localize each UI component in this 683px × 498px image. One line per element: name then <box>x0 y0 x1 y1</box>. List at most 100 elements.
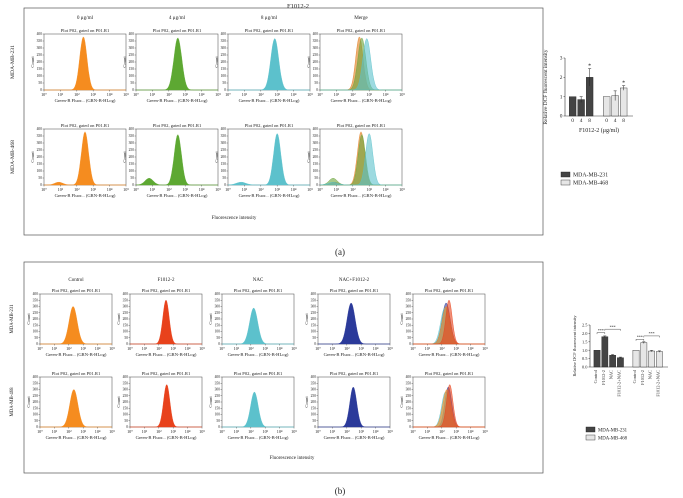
x-tick-label: 10¹ <box>234 429 240 434</box>
bar-0-3 <box>617 357 624 368</box>
histogram-plot-r1-c0: Plot P02, gated on P01.R1 0 50 100 150 200 250… <box>26 371 115 440</box>
x-tick-label: 10⁰ <box>410 346 416 351</box>
x-tick-label: 10¹ <box>58 92 64 97</box>
y-tick-label: 300 <box>406 388 412 392</box>
y-tick-label: 200 <box>33 400 39 404</box>
x-tick-label: 10¹ <box>330 346 336 351</box>
y-tick-label: 200 <box>129 60 135 64</box>
y-tick-label: 50 <box>314 81 318 85</box>
x-tick-label: 10⁵ <box>482 429 488 434</box>
y-tick-label: 350 <box>406 381 412 385</box>
significance-mark: * <box>622 81 625 87</box>
x-tick-label: 10² <box>166 187 172 192</box>
x-tick-label: 10³ <box>453 346 459 351</box>
y-tick-label: 350 <box>33 381 39 385</box>
histogram-curve <box>320 38 402 91</box>
y-tick-label: 200 <box>221 155 227 159</box>
x-tick-label: Control <box>632 369 637 383</box>
y-tick-label: 250 <box>129 148 135 152</box>
x-tick-label: 10⁴ <box>107 187 113 192</box>
y-tick-label: 400 <box>37 127 43 131</box>
y-tick-label: 350 <box>311 298 317 302</box>
histogram-curve <box>222 392 294 428</box>
panel-b-label: (b) <box>335 486 346 496</box>
y-tick-label: 300 <box>37 141 43 145</box>
histogram-curve <box>40 306 112 345</box>
x-tick-label: 10³ <box>274 92 280 97</box>
y-tick-label: 0 <box>409 425 411 429</box>
column-title: 4 μg/ml <box>169 15 186 21</box>
y-tick-label: 250 <box>313 148 319 152</box>
row-label: MDA-MB-468 <box>10 140 16 174</box>
y-tick-label: 1.0 <box>582 348 588 353</box>
x-tick-label: 10³ <box>274 187 280 192</box>
plot-title: Plot P02, gated on P01.R1 <box>142 371 191 377</box>
x-tick-label: 10⁴ <box>383 187 389 192</box>
y-tick-label: 150 <box>215 323 221 327</box>
y-axis-label: Count <box>26 313 31 325</box>
y-tick-label: 300 <box>313 141 319 145</box>
x-tick-label: 10⁴ <box>468 429 474 434</box>
y-tick-label: 350 <box>129 39 135 43</box>
y-tick-label: 250 <box>123 394 129 398</box>
x-tick-label: 10⁴ <box>277 429 283 434</box>
y-tick-label: 0 <box>224 183 226 187</box>
y-tick-label: 50 <box>38 81 42 85</box>
x-tick-label: 0 <box>605 118 608 124</box>
y-tick-label: 100 <box>37 74 43 78</box>
y-axis-label: Count <box>122 151 127 163</box>
y-tick-label: 100 <box>313 74 319 78</box>
y-axis-label: Count <box>30 56 35 68</box>
y-tick-label: 400 <box>215 375 221 379</box>
bar-1-2 <box>648 350 655 368</box>
y-tick-label: 400 <box>215 292 221 296</box>
x-tick-label: 10⁵ <box>215 187 221 192</box>
y-tick-label: 0 <box>40 183 42 187</box>
y-tick-label: 300 <box>311 305 317 309</box>
x-tick-label: 10⁴ <box>277 346 283 351</box>
y-tick-label: 50 <box>216 336 220 340</box>
x-tick-label: 10³ <box>170 346 176 351</box>
y-tick-label: 100 <box>406 413 412 417</box>
x-tick-label: 10⁴ <box>291 187 297 192</box>
y-tick-label: 100 <box>221 169 227 173</box>
x-axis-label: Green-B Fluor... (GRN-B-HLog) <box>55 193 116 198</box>
y-tick-label: 200 <box>221 60 227 64</box>
x-tick-label: 10¹ <box>58 187 64 192</box>
histogram-plot-r1-c1: Plot P02, gated on P01.R1 0 50 100 150 200 250… <box>116 371 205 440</box>
x-tick-label: 10⁰ <box>37 346 43 351</box>
y-tick-label: 100 <box>313 169 319 173</box>
histogram-plot-r0-c2: Plot P02, gated on P01.R1 0 50 100 150 200 250… <box>208 288 297 357</box>
x-tick-label: 10⁵ <box>307 92 313 97</box>
x-tick-label: 10² <box>74 92 80 97</box>
y-tick-label: 50 <box>34 419 38 423</box>
y-tick-label: 350 <box>313 39 319 43</box>
x-tick-label: 10⁵ <box>307 187 313 192</box>
x-tick-label: 10⁴ <box>373 346 379 351</box>
histogram-curve <box>318 386 390 428</box>
y-axis-label: Relative DCF fluorescent intensity <box>542 49 549 124</box>
x-tick-label: 10⁰ <box>225 92 231 97</box>
bar-1-1 <box>640 342 648 368</box>
plot-title: Plot P02, gated on P01.R1 <box>245 123 294 129</box>
y-tick-label: 250 <box>123 311 129 315</box>
y-tick-label: 300 <box>215 388 221 392</box>
y-axis-label: Count <box>306 56 311 68</box>
panel-b-frame <box>23 261 544 474</box>
x-tick-label: 10³ <box>182 187 188 192</box>
x-tick-label: 10⁰ <box>41 92 47 97</box>
y-tick-label: 400 <box>311 292 317 296</box>
y-tick-label: 350 <box>406 298 412 302</box>
x-tick-label: 10² <box>344 346 350 351</box>
y-tick-label: 250 <box>311 394 317 398</box>
x-tick-label: F1012-2+NAC <box>616 370 621 397</box>
row-label: MDA-MB-231 <box>10 45 16 79</box>
x-tick-label: 10³ <box>170 429 176 434</box>
y-tick-label: 150 <box>311 406 317 410</box>
x-tick-label: 10³ <box>262 346 268 351</box>
plot-title: Plot P02, gated on P01.R1 <box>330 371 379 377</box>
y-tick-label: 200 <box>129 155 135 159</box>
histogram-curve <box>44 131 126 186</box>
y-tick-label: 300 <box>129 141 135 145</box>
x-tick-label: 10⁵ <box>123 187 129 192</box>
